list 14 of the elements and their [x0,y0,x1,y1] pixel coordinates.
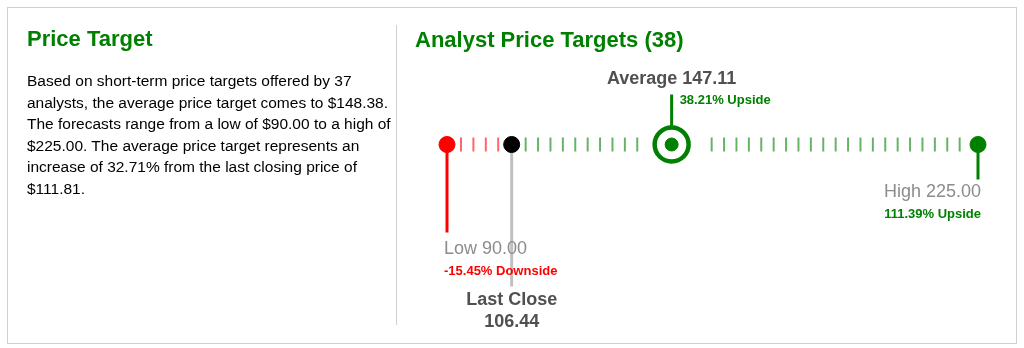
text: 38.21% Upside [679,92,771,108]
data-label: 90.00 [482,238,528,259]
text: -15.45% Downside [444,263,558,279]
text: Price Target [27,26,154,52]
category-label: Low [444,238,479,259]
data-label: 106.44 [484,311,540,332]
category-label: Last Close [466,289,558,310]
category-label: Average [606,68,678,89]
text: 111.39% Upside [884,206,981,222]
category-label: High [883,181,921,202]
text: Based on short-term price targets offered by 37 analysts, the average price target comes to $148.38. The forecasts range from a low of $90.00 to a high of $225.00. The average price target represents an increase of 32.71% from the last closing price of $111.81. [27,71,392,199]
data-label: 147.11 [682,68,737,89]
text: Analyst Price Targets (38) [415,27,684,53]
data-label: 225.00 [925,181,982,202]
